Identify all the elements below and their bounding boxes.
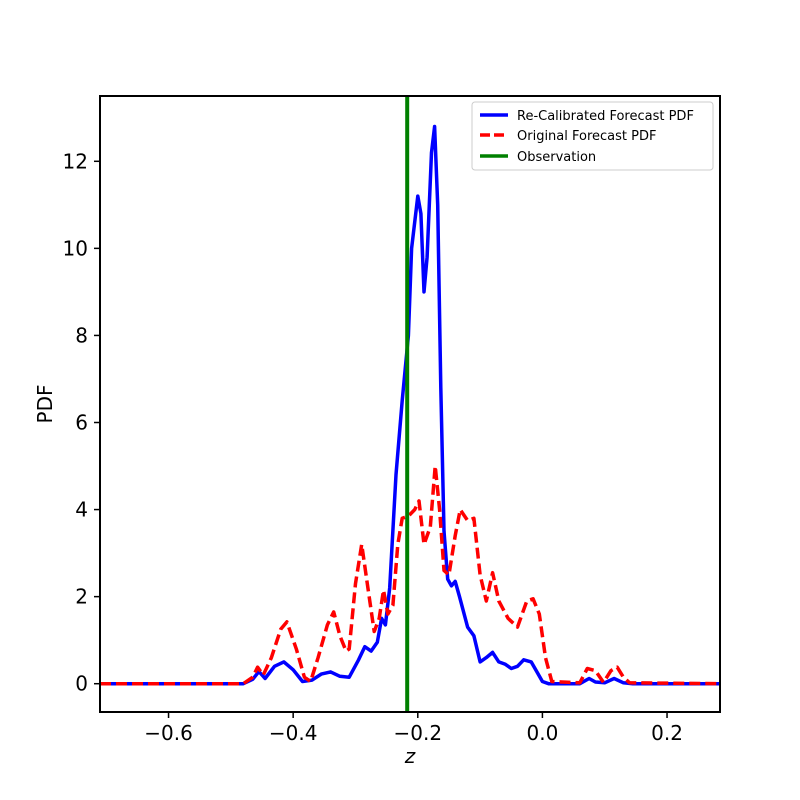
x-tick-label: 0.2 xyxy=(651,721,683,745)
ticks-layer: −0.6 −0.4 −0.2 0.0 0.2 0 2 4 6 8 10 12 xyxy=(63,149,683,745)
y-tick-label: 4 xyxy=(75,498,88,522)
y-tick-label: 10 xyxy=(63,236,88,260)
y-tick-label: 2 xyxy=(75,585,88,609)
series-layer xyxy=(100,96,720,712)
x-axis-label: z xyxy=(404,744,416,768)
plot-frame xyxy=(99,95,721,713)
legend-label-recalibrated: Re-Calibrated Forecast PDF xyxy=(517,109,694,124)
x-tick-label: −0.4 xyxy=(269,721,318,745)
legend-label-original: Original Forecast PDF xyxy=(517,129,656,144)
recalibrated-pdf-line xyxy=(100,124,720,686)
legend-label-observation: Observation xyxy=(517,150,596,165)
x-tick-label: −0.6 xyxy=(144,721,193,745)
y-axis-label: PDF xyxy=(33,385,57,424)
y-tick-label: 12 xyxy=(63,149,88,173)
y-tick-label: 8 xyxy=(75,323,88,347)
x-tick-label: 0.0 xyxy=(527,721,559,745)
legend-box xyxy=(471,101,714,171)
x-tick-label: −0.2 xyxy=(393,721,442,745)
original-pdf-line xyxy=(100,464,720,686)
legend: Re-Calibrated Forecast PDF Original Fore… xyxy=(471,101,714,171)
y-tick-label: 0 xyxy=(75,672,88,696)
y-tick-label: 6 xyxy=(75,411,88,435)
